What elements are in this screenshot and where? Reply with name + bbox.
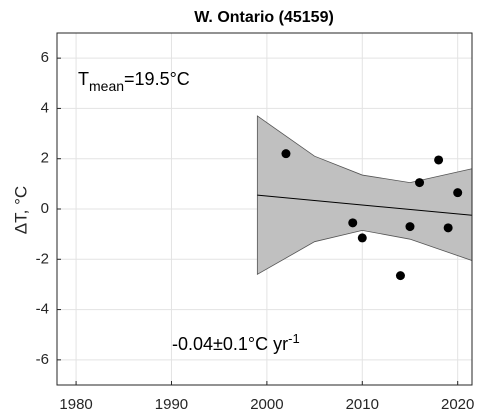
confidence-band (256, 115, 473, 276)
data-point (415, 178, 425, 188)
plot-area: 1980 1990 2000 2010 2020 -6 -4 -2 0 2 4 6 (36, 32, 474, 413)
annotation-superscript: -1 (288, 331, 300, 346)
axes-box (56, 32, 473, 386)
annotation-text: T (78, 69, 89, 89)
y-tick-label: 6 (41, 49, 49, 66)
y-tick-label: -6 (36, 351, 49, 368)
x-tick-label: 2020 (441, 396, 474, 413)
x-tick-label: 2000 (250, 396, 283, 413)
annotation-text: -0.04±0.1°C yr (172, 334, 288, 354)
x-tick-label: 2010 (346, 396, 379, 413)
x-tick-label: 1980 (59, 396, 92, 413)
data-point (348, 218, 358, 228)
data-point (395, 271, 405, 281)
y-tick-label: -2 (36, 250, 49, 267)
trend-annotation: -0.04±0.1°C yr-1 (172, 331, 300, 354)
x-tick-label: 1990 (155, 396, 188, 413)
data-point (357, 233, 367, 243)
data-point (405, 222, 415, 232)
data-point (443, 223, 453, 233)
y-tick-label: 2 (41, 150, 49, 167)
y-tick-label: 4 (41, 99, 49, 116)
y-axis-label: ΔT, °C (11, 186, 30, 234)
annotation-subscript: mean (89, 78, 124, 94)
y-tick-label: 0 (41, 200, 49, 217)
trend-line (257, 194, 473, 216)
y-tick-label: -4 (36, 301, 49, 318)
data-point (434, 155, 444, 165)
data-point (281, 149, 291, 159)
annotation-text: =19.5°C (124, 69, 190, 89)
data-point (453, 188, 463, 198)
mean-annotation: Tmean=19.5°C (78, 69, 190, 94)
chart-title: W. Ontario (45159) (194, 9, 334, 26)
